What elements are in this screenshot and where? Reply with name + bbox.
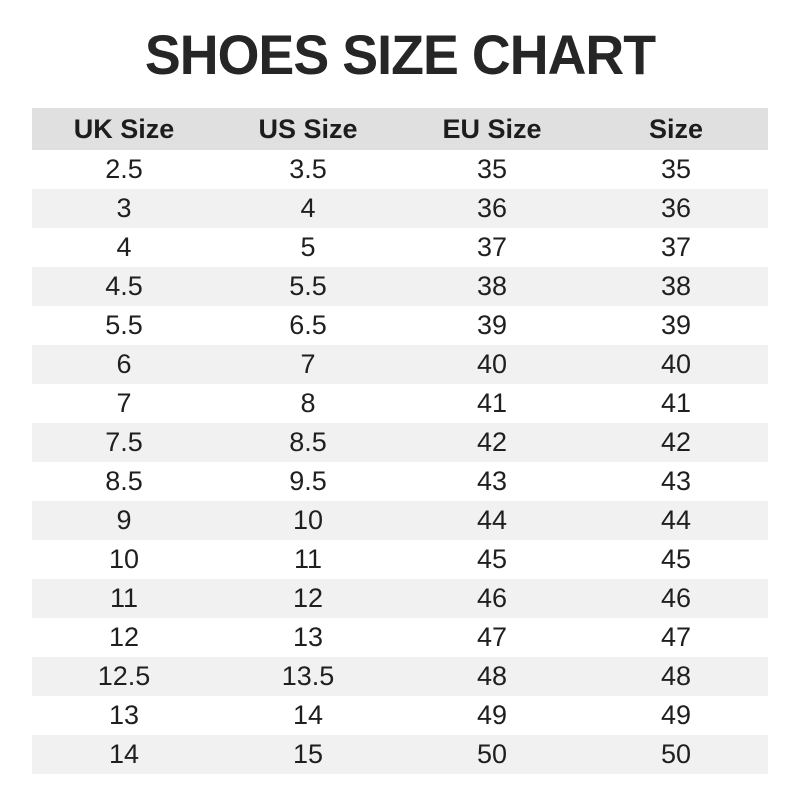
table-cell: 7: [216, 345, 400, 384]
column-header-us-size: US Size: [216, 108, 400, 150]
table-cell: 49: [400, 696, 584, 735]
table-cell: 15: [216, 735, 400, 774]
table-cell: 39: [400, 306, 584, 345]
table-cell: 35: [584, 150, 768, 189]
table-cell: 7: [32, 384, 216, 423]
table-cell: 37: [584, 228, 768, 267]
table-cell: 13: [216, 618, 400, 657]
table-cell: 13.5: [216, 657, 400, 696]
size-chart-table: UK Size US Size EU Size Size 2.5 3.5 35 35 3…: [32, 108, 768, 774]
table-cell: 47: [400, 618, 584, 657]
table-cell: 8.5: [32, 462, 216, 501]
table-cell: 12: [32, 618, 216, 657]
table-cell: 6.5: [216, 306, 400, 345]
table-cell: 14: [32, 735, 216, 774]
table-cell: 6: [32, 345, 216, 384]
table-header-row: UK Size US Size EU Size Size: [32, 108, 768, 150]
table-cell: 36: [584, 189, 768, 228]
table-cell: 3: [32, 189, 216, 228]
table-cell: 5: [216, 228, 400, 267]
table-row: 4 5 37 37: [32, 228, 768, 267]
table-cell: 44: [400, 501, 584, 540]
table-cell: 43: [400, 462, 584, 501]
table-cell: 13: [32, 696, 216, 735]
table-cell: 48: [584, 657, 768, 696]
table-cell: 47: [584, 618, 768, 657]
table-row: 2.5 3.5 35 35: [32, 150, 768, 189]
table-cell: 40: [400, 345, 584, 384]
table-row: 9 10 44 44: [32, 501, 768, 540]
column-header-size: Size: [584, 108, 768, 150]
table-row: 5.5 6.5 39 39: [32, 306, 768, 345]
table-row: 14 15 50 50: [32, 735, 768, 774]
table-cell: 10: [216, 501, 400, 540]
table-row: 6 7 40 40: [32, 345, 768, 384]
table-cell: 11: [216, 540, 400, 579]
table-row: 3 4 36 36: [32, 189, 768, 228]
table-cell: 4: [216, 189, 400, 228]
table-cell: 8: [216, 384, 400, 423]
table-row: 10 11 45 45: [32, 540, 768, 579]
table-cell: 5.5: [32, 306, 216, 345]
table-cell: 45: [400, 540, 584, 579]
table-row: 7 8 41 41: [32, 384, 768, 423]
table-cell: 9: [32, 501, 216, 540]
table-row: 4.5 5.5 38 38: [32, 267, 768, 306]
table-cell: 44: [584, 501, 768, 540]
table-cell: 41: [584, 384, 768, 423]
table-cell: 50: [584, 735, 768, 774]
table-row: 12 13 47 47: [32, 618, 768, 657]
page-title: SHOES SIZE CHART: [144, 23, 656, 86]
table-cell: 35: [400, 150, 584, 189]
table-row: 8.5 9.5 43 43: [32, 462, 768, 501]
table-cell: 9.5: [216, 462, 400, 501]
table-cell: 46: [584, 579, 768, 618]
table-cell: 12.5: [32, 657, 216, 696]
table-cell: 5.5: [216, 267, 400, 306]
table-cell: 37: [400, 228, 584, 267]
table-cell: 39: [584, 306, 768, 345]
column-header-uk-size: UK Size: [32, 108, 216, 150]
table-cell: 46: [400, 579, 584, 618]
table-cell: 11: [32, 579, 216, 618]
table-cell: 42: [584, 423, 768, 462]
table-cell: 41: [400, 384, 584, 423]
table-cell: 4: [32, 228, 216, 267]
table-cell: 3.5: [216, 150, 400, 189]
column-header-eu-size: EU Size: [400, 108, 584, 150]
table-header: UK Size US Size EU Size Size: [32, 108, 768, 150]
table-cell: 48: [400, 657, 584, 696]
table-cell: 4.5: [32, 267, 216, 306]
table-cell: 40: [584, 345, 768, 384]
table-cell: 8.5: [216, 423, 400, 462]
table-cell: 38: [584, 267, 768, 306]
table-row: 11 12 46 46: [32, 579, 768, 618]
table-cell: 14: [216, 696, 400, 735]
table-row: 13 14 49 49: [32, 696, 768, 735]
table-cell: 43: [584, 462, 768, 501]
table-cell: 42: [400, 423, 584, 462]
table-cell: 10: [32, 540, 216, 579]
table-cell: 38: [400, 267, 584, 306]
table-cell: 36: [400, 189, 584, 228]
table-cell: 12: [216, 579, 400, 618]
table-cell: 7.5: [32, 423, 216, 462]
table-cell: 45: [584, 540, 768, 579]
table-row: 7.5 8.5 42 42: [32, 423, 768, 462]
table-row: 12.5 13.5 48 48: [32, 657, 768, 696]
table-body: 2.5 3.5 35 35 3 4 36 36 4 5 37 37 4.5 5.5 38 38 5.5 6.5 39…: [32, 150, 768, 774]
table-cell: 2.5: [32, 150, 216, 189]
table-cell: 49: [584, 696, 768, 735]
table-cell: 50: [400, 735, 584, 774]
